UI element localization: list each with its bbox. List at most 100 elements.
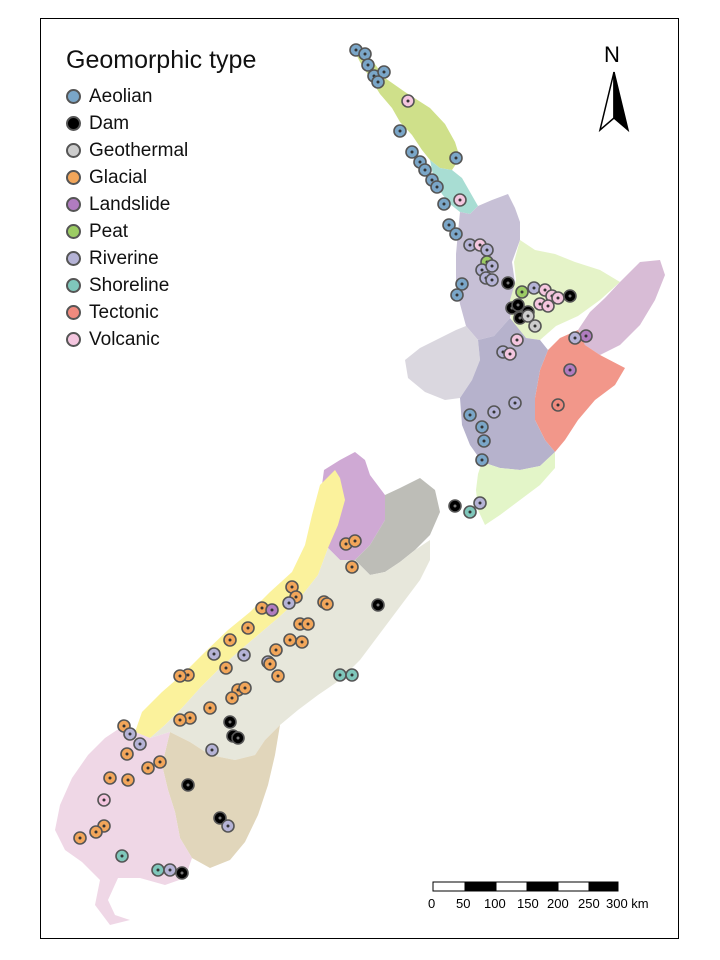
scale-tick-label: 150 [517, 896, 539, 911]
point-center-dot [138, 742, 142, 746]
point-center-dot [376, 603, 380, 607]
legend-label: Volcanic [89, 328, 160, 350]
legend-item: Tectonic [66, 299, 256, 326]
point-center-dot [447, 223, 451, 227]
region-taranaki [405, 326, 480, 400]
map-frame [40, 18, 679, 939]
point-center-dot [276, 674, 280, 678]
point-center-dot [108, 776, 112, 780]
point-center-dot [526, 314, 530, 318]
point-center-dot [398, 129, 402, 133]
point-center-dot [520, 290, 524, 294]
legend-item: Volcanic [66, 326, 256, 353]
point-center-dot [568, 368, 572, 372]
point-center-dot [78, 836, 82, 840]
point-center-dot [102, 824, 106, 828]
point-center-dot [468, 413, 472, 417]
point-center-dot [515, 338, 519, 342]
point-center-dot [242, 653, 246, 657]
legend-item: Dam [66, 110, 256, 137]
legend-swatch-icon [66, 143, 81, 158]
north-arrow: N [596, 42, 628, 68]
point-center-dot [350, 565, 354, 569]
point-center-dot [455, 293, 459, 297]
point-center-dot [513, 401, 517, 405]
point-center-dot [260, 606, 264, 610]
point-center-dot [338, 673, 342, 677]
legend-label: Riverine [89, 247, 159, 269]
point-center-dot [208, 706, 212, 710]
point-center-dot [518, 316, 522, 320]
point-center-dot [178, 674, 182, 678]
point-center-dot [290, 585, 294, 589]
point-center-dot [300, 640, 304, 644]
point-center-dot [120, 854, 124, 858]
point-center-dot [156, 868, 160, 872]
regions-layer [55, 46, 665, 925]
point-center-dot [158, 760, 162, 764]
point-center-dot [125, 752, 129, 756]
point-center-dot [468, 243, 472, 247]
scale-tick-label: 250 [578, 896, 600, 911]
point-center-dot [102, 798, 106, 802]
legend-label: Shoreline [89, 274, 170, 296]
point-center-dot [532, 286, 536, 290]
scale-tick-label: 0 [428, 896, 436, 911]
point-center-dot [482, 439, 486, 443]
legend-swatch-icon [66, 332, 81, 347]
scale-tick-label: 300 km [606, 896, 649, 911]
point-center-dot [210, 748, 214, 752]
point-center-dot [287, 601, 291, 605]
north-arrow-icon [598, 71, 630, 133]
point-center-dot [490, 264, 494, 268]
point-center-dot [573, 336, 577, 340]
point-center-dot [406, 99, 410, 103]
legend-swatch-icon [66, 278, 81, 293]
legend-item: Landslide [66, 191, 256, 218]
point-center-dot [454, 156, 458, 160]
point-center-dot [180, 871, 184, 875]
legend-swatch-icon [66, 116, 81, 131]
point-center-dot [538, 302, 542, 306]
legend-items: Aeolian Dam Geothermal Glacial Landslide Peat… [66, 83, 256, 353]
point-center-dot [556, 296, 560, 300]
point-center-dot [546, 304, 550, 308]
legend-item: Riverine [66, 245, 256, 272]
legend-swatch-icon [66, 251, 81, 266]
point-center-dot [128, 732, 132, 736]
region-gisborne [578, 260, 665, 355]
point-center-dot [556, 403, 560, 407]
point-center-dot [430, 178, 434, 182]
legend-label: Tectonic [89, 301, 159, 323]
legend-item: Aeolian [66, 83, 256, 110]
point-center-dot [468, 510, 472, 514]
point-center-dot [508, 352, 512, 356]
point-center-dot [568, 294, 572, 298]
point-center-dot [423, 168, 427, 172]
legend-swatch-icon [66, 305, 81, 320]
scale-tick-label: 50 [456, 896, 471, 911]
point-center-dot [350, 673, 354, 677]
point-center-dot [274, 648, 278, 652]
point-center-dot [186, 783, 190, 787]
legend-title: Geomorphic type [66, 46, 257, 74]
point-center-dot [376, 80, 380, 84]
point-center-dot [306, 622, 310, 626]
point-center-dot [178, 718, 182, 722]
point-center-dot [435, 185, 439, 189]
point-center-dot [366, 63, 370, 67]
region-marlborough [355, 478, 440, 575]
point-center-dot [228, 720, 232, 724]
point-center-dot [294, 595, 298, 599]
point-center-dot [418, 160, 422, 164]
region-wellington [476, 452, 555, 525]
point-center-dot [126, 778, 130, 782]
point-center-dot [453, 504, 457, 508]
legend-swatch-icon [66, 197, 81, 212]
point-center-dot [325, 602, 329, 606]
point-center-dot [298, 622, 302, 626]
points-layer [73, 43, 593, 880]
region-otago [162, 725, 280, 868]
legend-label: Glacial [89, 166, 148, 188]
